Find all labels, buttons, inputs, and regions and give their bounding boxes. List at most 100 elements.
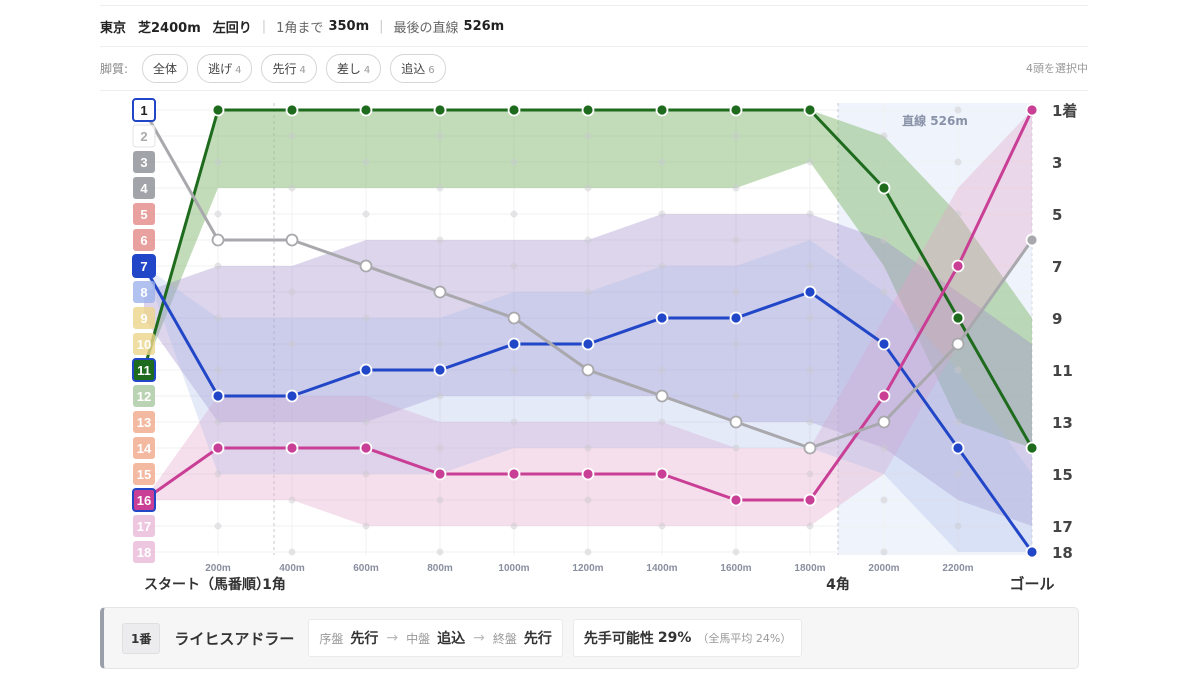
field-point	[362, 314, 370, 322]
field-point	[362, 522, 370, 530]
data-point-horse-1	[877, 415, 891, 429]
data-point-horse-1	[729, 415, 743, 429]
field-point	[436, 392, 444, 400]
field-point	[214, 210, 222, 218]
data-point-horse-11	[581, 103, 595, 117]
badge-number: 12	[137, 389, 151, 404]
field-point	[214, 470, 222, 478]
corner-distance-label: 1角まで	[276, 20, 324, 36]
start-badge-7: 7	[132, 254, 156, 278]
badge-bg	[133, 203, 155, 225]
badge-bg	[133, 385, 155, 407]
start-badge-4: 4	[133, 177, 155, 199]
badge-number: 1	[140, 103, 147, 118]
field-point	[880, 548, 888, 556]
finish-rank-label: 7	[1052, 258, 1062, 276]
field-point	[954, 158, 962, 166]
field-point	[362, 470, 370, 478]
badge-bg	[133, 411, 155, 433]
data-point-horse-1	[803, 441, 817, 455]
badge-number: 15	[137, 467, 151, 482]
start-badge-2: 2	[132, 124, 156, 148]
data-point-horse-11	[211, 103, 225, 117]
data-point-horse-16	[211, 441, 225, 455]
data-point-horse-7	[729, 311, 743, 325]
filter-pill-all[interactable]: 全体	[142, 53, 189, 83]
data-point-horse-7	[655, 311, 669, 325]
data-point-horse-1	[1025, 233, 1039, 247]
finish-rank-label: 5	[1052, 206, 1062, 224]
filter-pill-sashi[interactable]: 差し 4	[325, 53, 382, 83]
start-badge-3: 3	[133, 151, 155, 173]
field-point	[806, 262, 814, 270]
field-point	[436, 132, 444, 140]
badge-number: 5	[140, 207, 147, 222]
course-label: 芝2400m	[138, 20, 201, 36]
field-point	[658, 262, 666, 270]
data-point-horse-11	[729, 103, 743, 117]
field-point	[584, 184, 592, 192]
field-point	[288, 288, 296, 296]
corner4-label: 4角	[826, 576, 850, 593]
badge-bg	[132, 254, 156, 278]
finish-rank-label: 9	[1052, 310, 1062, 328]
start-badge-14: 14	[133, 437, 155, 459]
field-point	[880, 444, 888, 452]
data-point-horse-11	[951, 311, 965, 325]
finish-rank-label: 3	[1052, 154, 1062, 172]
corner-distance-value: 350m	[328, 18, 370, 34]
field-point	[954, 210, 962, 218]
badge-number: 3	[140, 155, 147, 170]
field-point	[658, 418, 666, 426]
data-point-horse-11	[877, 181, 891, 195]
start-badge-6: 6	[133, 229, 155, 251]
lead-probability-value: 29%	[657, 630, 692, 646]
badge-number: 10	[137, 337, 151, 352]
field-point	[806, 366, 814, 374]
data-point-horse-16	[877, 389, 891, 403]
start-badge-12: 12	[133, 385, 155, 407]
arrow-right-icon: →	[386, 630, 399, 646]
field-point	[954, 522, 962, 530]
field-point	[954, 418, 962, 426]
badge-number: 6	[140, 233, 147, 248]
badge-bg	[132, 124, 156, 148]
filter-pill-nige[interactable]: 逃げ 4	[197, 53, 253, 83]
badge-bg	[133, 541, 155, 563]
field-point	[510, 262, 518, 270]
lead-probability-box: 先手可能性 29% （全馬平均 24%）	[572, 619, 803, 657]
field-point	[584, 392, 592, 400]
venue-label: 東京	[100, 20, 127, 36]
early-phase-value: 先行	[350, 631, 379, 647]
start-badge-17: 17	[133, 515, 155, 537]
data-point-horse-7	[359, 363, 373, 377]
badge-bg	[133, 151, 155, 173]
filter-pill-senko[interactable]: 先行 4	[261, 53, 317, 83]
field-point	[806, 314, 814, 322]
start-label: スタート（馬番順）	[144, 576, 270, 593]
field-point	[510, 366, 518, 374]
field-point	[510, 210, 518, 218]
selected-count-text: 4頭を選択中	[1026, 62, 1088, 75]
field-point	[732, 288, 740, 296]
badge-number: 7	[140, 259, 147, 274]
field-point	[806, 522, 814, 530]
data-point-horse-7	[433, 363, 447, 377]
data-point-horse-16	[803, 493, 817, 507]
field-point	[510, 418, 518, 426]
data-point-horse-1	[433, 285, 447, 299]
field-point	[214, 366, 222, 374]
field-point	[214, 262, 222, 270]
data-point-horse-7	[803, 285, 817, 299]
filter-pill-oikomi[interactable]: 追込 6	[390, 53, 446, 83]
data-point-horse-16	[951, 259, 965, 273]
straight-label: 直線 526m	[902, 113, 968, 128]
field-point	[288, 340, 296, 348]
data-point-horse-11	[507, 103, 521, 117]
badge-bg	[133, 177, 155, 199]
data-point-horse-7	[507, 337, 521, 351]
data-point-horse-11	[655, 103, 669, 117]
early-phase-label: 序盤	[319, 631, 344, 646]
data-point-horse-1	[211, 233, 225, 247]
field-point	[436, 496, 444, 504]
